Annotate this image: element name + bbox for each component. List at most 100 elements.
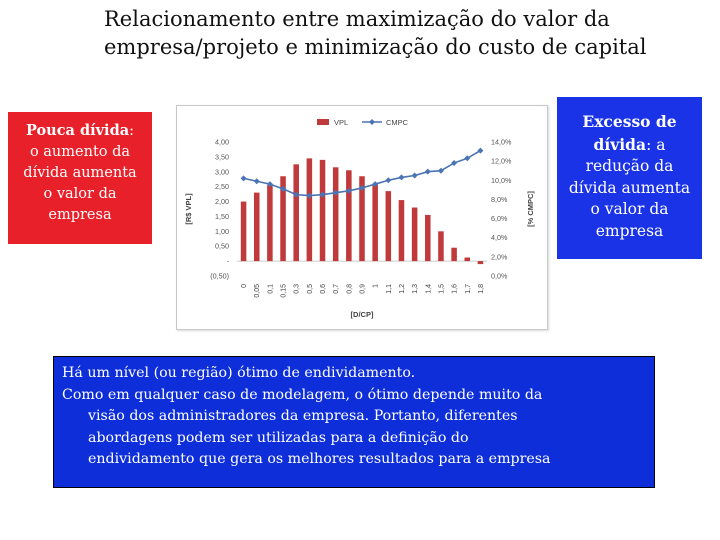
x-tick-label: 1 <box>373 284 380 288</box>
excess-debt-line-6: empresa <box>595 221 664 240</box>
legend-label-cmpc: CMPC <box>386 118 409 127</box>
x-tick-label: 0,9 <box>360 284 367 294</box>
y-tick-label: 0,50 <box>215 242 229 251</box>
y-axis-label: [R$ VPL] <box>184 193 193 225</box>
cmpc-point <box>293 191 300 198</box>
x-tick-label: 1,5 <box>438 284 445 294</box>
x-tick-label: 1,7 <box>465 284 472 294</box>
y-tick-label: 1,50 <box>215 212 229 221</box>
legend-swatch-vpl <box>317 119 329 125</box>
x-tick-label: 1,1 <box>386 284 393 294</box>
excess-debt-heading-2: dívida <box>593 134 647 154</box>
excess-debt-heading-1: Excesso de <box>582 112 677 131</box>
x-tick-label: 0,7 <box>333 284 340 294</box>
vpl-bar <box>280 176 286 262</box>
x-tick-label: 0,5 <box>307 284 314 294</box>
cmpc-point <box>345 187 352 194</box>
excess-debt-line-3: redução da <box>585 157 674 175</box>
y2-tick-label: 12,0% <box>491 157 512 166</box>
x-tick-label: 0,6 <box>320 284 327 294</box>
cmpc-point <box>477 147 484 154</box>
x-tick-label: 1,2 <box>399 284 406 294</box>
legend-label-vpl: VPL <box>334 118 348 127</box>
cmpc-point <box>266 181 273 188</box>
cmpc-point <box>451 160 458 167</box>
vpl-cmpc-chart: VPL CMPC 4,003,503,002,502,001,501,000,50… <box>184 118 535 319</box>
title-line-2: empresa/projeto e minimização do custo d… <box>104 35 647 59</box>
vpl-bar <box>306 158 313 262</box>
y-tick-label: (0,50) <box>210 272 229 281</box>
x-tick-label: 0 <box>241 284 248 288</box>
chart-legend: VPL CMPC <box>317 118 409 127</box>
low-debt-line-2: o aumento da <box>29 144 131 160</box>
note-line-4: abordagens podem ser utilizadas para a d… <box>88 429 469 446</box>
vpl-bar <box>464 257 471 262</box>
low-debt-callout: Pouca dívida: o aumento da dívida aument… <box>8 112 152 244</box>
y2-tick-label: 6,0% <box>491 214 508 223</box>
x-axis-label: [D/CP] <box>351 310 374 319</box>
legend-marker-cmpc <box>369 119 375 125</box>
x-tick-label: 0,3 <box>294 284 301 294</box>
y-tick-label: - <box>227 257 230 266</box>
vpl-bar <box>477 261 484 265</box>
x-tick-label: 0,1 <box>267 284 274 294</box>
excess-debt-line-5: o valor da <box>590 200 669 218</box>
vpl-bar <box>359 176 365 262</box>
excess-debt-callout: Excesso de dívida: a redução da dívida a… <box>557 97 702 259</box>
vpl-bar <box>372 183 378 262</box>
excess-debt-line-2-rest: : a <box>646 135 666 154</box>
vpl-bar <box>398 200 405 262</box>
low-debt-line-4: o valor da <box>43 186 117 202</box>
note-line-1: Há um nível (ou região) ótimo de endivid… <box>62 365 416 381</box>
chart-labels: 0 0,05 0,1 0,15 0,3 0,5 0,6 0,7 0,8 0,9 1 1,1 1,2 1,3… <box>184 191 535 319</box>
y2-axis-label: [% CMPC] <box>526 191 535 227</box>
cmpc-point <box>437 167 444 174</box>
cmpc-point <box>240 175 247 182</box>
low-debt-line-5: empresa <box>48 207 112 223</box>
note-line-2: Como em qualquer caso de modelagem, o ót… <box>62 386 543 403</box>
cmpc-point <box>372 181 379 188</box>
y2-tick-label: 2,0% <box>491 252 508 261</box>
y-tick-label: 4,00 <box>215 138 229 147</box>
vpl-bar <box>425 214 431 262</box>
low-debt-heading: Pouca dívida <box>25 122 130 139</box>
title-line-1: Relacionamento entre maximização do valo… <box>104 7 610 31</box>
vpl-bar <box>346 170 352 262</box>
vpl-bar <box>240 201 247 262</box>
cmpc-point <box>332 189 339 196</box>
y2-tick-label: 14,0% <box>491 138 512 147</box>
note-line-3: visão dos administradores da empresa. Po… <box>88 408 518 424</box>
cmpc-point <box>411 172 418 179</box>
vpl-bars <box>240 158 484 265</box>
cmpc-point <box>306 192 313 199</box>
cmpc-point <box>424 168 431 175</box>
vpl-bar <box>332 167 339 262</box>
cmpc-point <box>464 155 471 162</box>
cmpc-point <box>398 174 405 181</box>
y2-tick-label: 10,0% <box>491 176 512 185</box>
cmpc-point <box>319 191 326 198</box>
vpl-bar <box>267 185 273 262</box>
cmpc-point <box>359 184 365 191</box>
vpl-bar <box>411 207 418 262</box>
optimal-debt-note: Há um nível (ou região) ótimo de endivid… <box>53 356 655 488</box>
low-debt-line-3: dívida aumenta <box>23 165 137 181</box>
vpl-bar <box>385 191 392 262</box>
page-title: Relacionamento entre maximização do valo… <box>104 5 716 61</box>
x-tick-label: 1,6 <box>452 284 459 294</box>
y-tick-label: 1,00 <box>215 227 229 236</box>
x-tick-label: 0,8 <box>346 284 353 294</box>
low-debt-colon: : <box>129 123 134 139</box>
y2-tick-label: 4,0% <box>491 233 508 242</box>
vpl-bar <box>319 159 326 262</box>
note-line-5: endividamento que gera os melhores resul… <box>88 451 551 467</box>
y2-tick-label: 0,0% <box>491 272 508 281</box>
excess-debt-line-4: dívida aumenta <box>568 178 691 197</box>
y2-tick-label: 8,0% <box>491 195 508 204</box>
y-tick-label: 3,00 <box>215 167 229 176</box>
vpl-bar <box>293 164 299 262</box>
chart-axes: 4,00 3,50 3,00 2,50 2,00 1,50 1,00 0,50 - (0,50) 1… <box>210 138 512 281</box>
vpl-bar <box>438 231 444 262</box>
cmpc-point <box>385 177 392 184</box>
vpl-bar <box>253 192 260 262</box>
